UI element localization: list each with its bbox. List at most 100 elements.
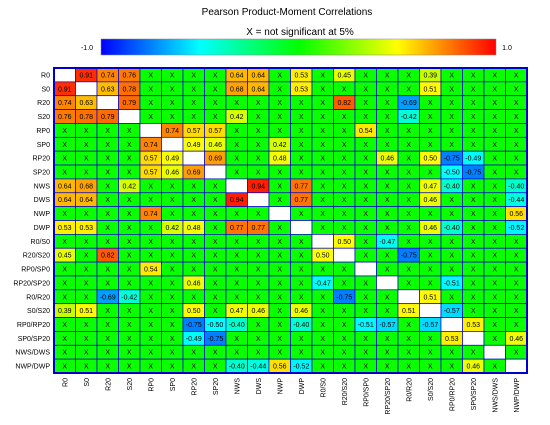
heatmap-cell-value: X [213,86,218,93]
heatmap-cell-value: X [213,239,218,246]
heatmap-cell-value: 0.46 [165,169,179,176]
row-label: RP20/SP20 [13,280,50,287]
heatmap-cell-value: X [234,294,239,301]
heatmap-cell-value: X [127,156,132,163]
heatmap-cell-value: X [105,183,110,190]
heatmap-cell-value: X [342,267,347,274]
heatmap-cell-value: -0.57 [422,322,438,329]
heatmap-cell-value: 0.76 [58,114,72,121]
heatmap-cell-value: X [148,308,153,315]
heatmap-cell-value: X [105,197,110,204]
heatmap-cell-value: X [342,156,347,163]
heatmap-cell-value: X [514,239,519,246]
heatmap-cell-value: X [62,364,67,371]
heatmap-cell-value: X [170,350,175,357]
row-label: R20/S20 [23,253,50,260]
heatmap-cell-value: 0.74 [144,142,158,149]
heatmap-cell-value: X [406,169,411,176]
heatmap-cell-value: X [471,239,476,246]
heatmap-cell-value: X [299,294,304,301]
heatmap-cell-value: X [492,336,497,343]
column-label: R20 [105,378,112,391]
heatmap-cell-value: 0.51 [79,308,93,315]
heatmap-cell-value: X [191,239,196,246]
heatmap-cell-value: 0.94 [251,183,265,190]
heatmap-cell-value: X [127,336,132,343]
heatmap-cell-value: X [277,86,282,93]
heatmap-cell-value: X [320,142,325,149]
heatmap-cell-value: X [170,364,175,371]
row-label: DWP [34,225,51,232]
heatmap-cell-value: X [277,183,282,190]
heatmap-cell-value: X [256,280,261,287]
heatmap-cell-value: 0.64 [251,86,265,93]
heatmap-cell-value: X [363,72,368,79]
heatmap-cell-value: X [191,350,196,357]
heatmap-cell-value: -0.40 [293,322,309,329]
heatmap-cell-value: X [363,239,368,246]
heatmap-cell-value: X [256,114,261,121]
heatmap-cell-value: 0.82 [337,100,351,107]
heatmap-cell-value: X [385,253,390,260]
column-label: R0/S0 [320,378,327,398]
heatmap-cell-value: X [127,142,132,149]
heatmap-cell-value: X [213,294,218,301]
heatmap-cell-value: X [299,267,304,274]
heatmap-cell-value: X [514,72,519,79]
heatmap-cell-value: X [84,267,89,274]
heatmap-cell-value: -0.52 [508,225,524,232]
heatmap-cell-value: X [363,280,368,287]
heatmap-cell-value: X [342,183,347,190]
heatmap-cell-value: X [406,211,411,218]
heatmap-cell-value: X [492,322,497,329]
heatmap-cell-value: X [320,128,325,135]
heatmap-cell-value: X [406,239,411,246]
heatmap-cell-value: 0.69 [187,169,201,176]
heatmap-cell-value: 0.74 [58,100,72,107]
heatmap-cell-value: -0.75 [336,294,352,301]
heatmap-cell-value: 0.78 [122,86,136,93]
row-label: DWS [34,197,51,204]
heatmap-cell-value: X [363,114,368,121]
heatmap-cell-value: X [492,280,497,287]
heatmap-cell-value: X [234,280,239,287]
heatmap-cell-value: X [213,225,218,232]
heatmap-cell-value: X [471,253,476,260]
heatmap-cell-value: X [471,128,476,135]
heatmap-cell-value: X [170,72,175,79]
heatmap-cell-value: X [62,128,67,135]
heatmap-cell-value: X [105,350,110,357]
heatmap-cell-value: X [342,211,347,218]
heatmap-cell-value: X [320,72,325,79]
heatmap-cell-value: X [62,156,67,163]
heatmap-cell-value: X [277,197,282,204]
heatmap-cell-value: X [385,114,390,121]
heatmap-cell-value: X [406,183,411,190]
heatmap-cell-value: 0.74 [144,211,158,218]
heatmap-cell-value: X [406,267,411,274]
heatmap-cell-value: X [492,267,497,274]
heatmap-cell-value: X [277,267,282,274]
heatmap-cell-value: 0.64 [251,72,265,79]
heatmap-cell-value: X [492,364,497,371]
heatmap-cell-value: X [84,156,89,163]
row-label: R20 [37,100,50,107]
heatmap-cell-value: 0.94 [230,197,244,204]
heatmap-cell-value: X [363,225,368,232]
heatmap-cell-value: X [62,294,67,301]
heatmap-cell-value: X [385,183,390,190]
heatmap-cell-value: 0.54 [144,267,158,274]
heatmap-cell-value: X [492,225,497,232]
heatmap-cell-value: X [127,225,132,232]
heatmap-cell-value: X [363,294,368,301]
heatmap-cell-value: X [428,336,433,343]
row-label: NWP [34,211,51,218]
heatmap-cell-value: X [299,350,304,357]
heatmap-cell-value: 0.45 [58,253,72,260]
heatmap-cell-value: X [234,100,239,107]
column-label: NWP [277,378,284,395]
heatmap-cell-value: X [299,280,304,287]
column-label: SP0/SP20 [471,378,478,410]
heatmap-cell-value: X [84,253,89,260]
heatmap-cell-value: X [449,211,454,218]
